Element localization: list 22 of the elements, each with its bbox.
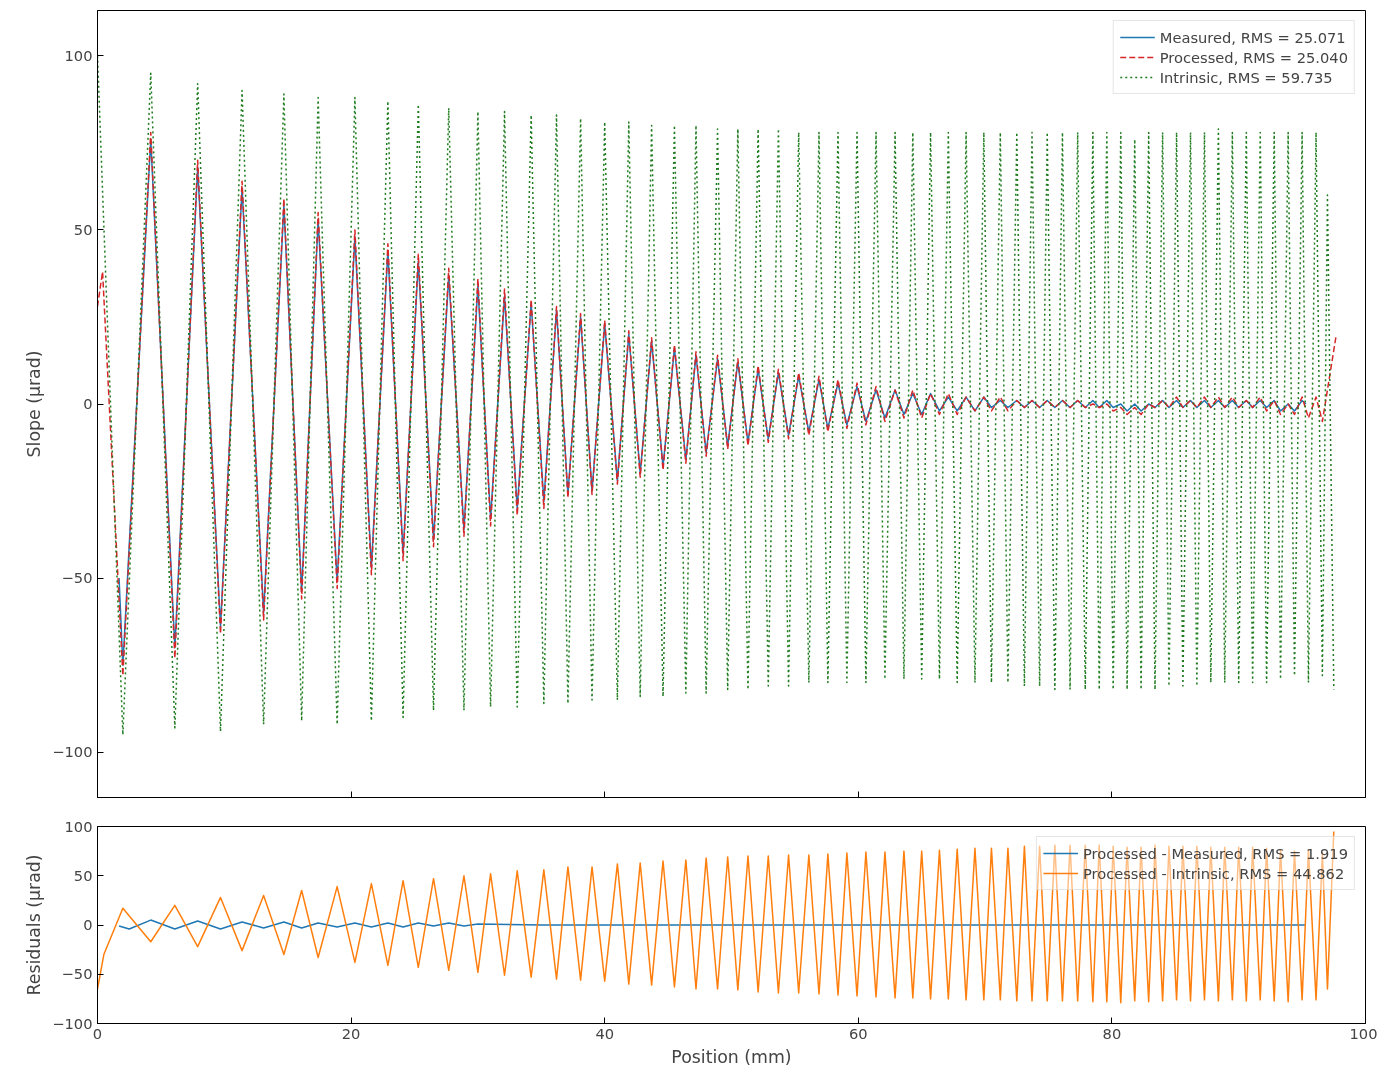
legend-label: Measured, RMS = 25.071	[1159, 28, 1346, 46]
x-tick-label: 60	[848, 1024, 868, 1042]
y-tick-label: 50	[73, 866, 93, 884]
y-tick-label: 50	[73, 220, 93, 238]
y-tick-label: 100	[64, 46, 93, 64]
legend-label: Intrinsic, RMS = 59.735	[1159, 68, 1333, 86]
y-tick-label: −100	[52, 1014, 93, 1032]
y-axis-title: Slope (µrad)	[24, 350, 45, 458]
y-tick-label: 0	[83, 916, 93, 933]
y-tick-label: −100	[52, 743, 93, 761]
x-axis-title: Position (mm)	[671, 1046, 792, 1067]
x-tick-label: 40	[595, 1024, 615, 1042]
x-tick-label: 20	[341, 1024, 361, 1042]
x-tick-label: 100	[1349, 1024, 1377, 1042]
y-axis-title: Residuals (µrad)	[24, 854, 45, 996]
legend-label: Processed, RMS = 25.040	[1159, 48, 1348, 66]
y-tick-label: −50	[61, 569, 93, 587]
line-series	[118, 919, 1307, 930]
y-tick-label: −50	[61, 965, 93, 983]
x-tick-label: 80	[1102, 1024, 1122, 1042]
y-tick-label: 100	[64, 817, 93, 835]
y-tick-label: 0	[83, 395, 93, 412]
